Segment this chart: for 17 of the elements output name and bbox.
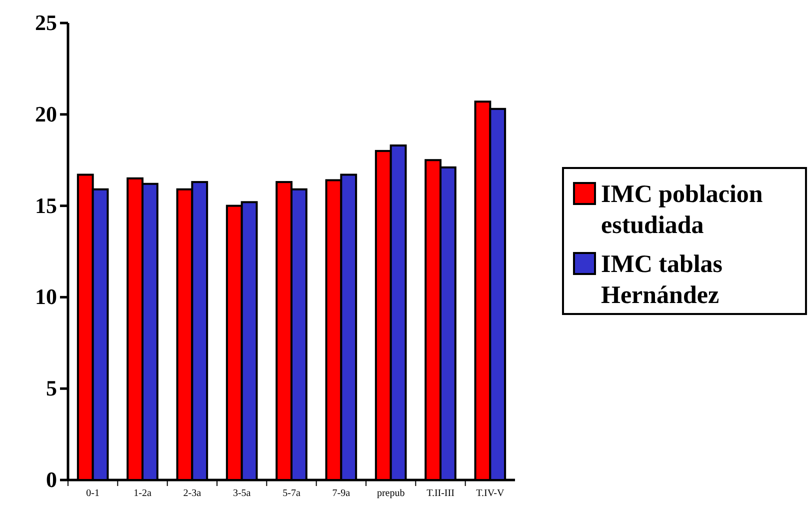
x-tick-label: T.IV-V: [476, 488, 505, 500]
x-tick-label: 0-1: [86, 488, 100, 500]
y-tick-label: 15: [35, 192, 57, 218]
legend-label: IMC poblacion estudiada: [601, 181, 763, 239]
x-tick-label: 2-3a: [183, 488, 202, 500]
x-tick-label: T.II-III: [426, 488, 454, 500]
x-tick-label: prepub: [376, 488, 405, 500]
legend-label: IMC tablas Hernández: [601, 251, 723, 309]
y-tick-label: 25: [35, 10, 57, 36]
x-tick-label: 7-9a: [332, 488, 351, 500]
y-tick-label: 5: [46, 376, 57, 401]
y-tick-label: 0: [46, 467, 57, 492]
y-tick-label: 10: [35, 284, 57, 310]
x-tick-label: 5-7a: [282, 488, 301, 500]
x-tick-label: 3-5a: [232, 488, 252, 500]
x-tick-label: 1-2a: [134, 488, 152, 500]
y-tick-label: 20: [35, 101, 57, 126]
